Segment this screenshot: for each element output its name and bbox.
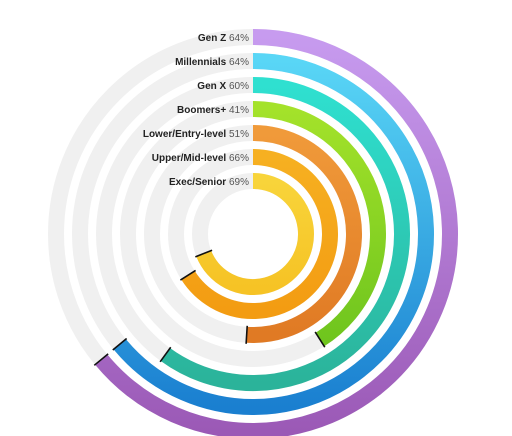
value-label: 66% bbox=[226, 153, 249, 164]
value-label: 64% bbox=[226, 57, 249, 68]
label-boomers: Boomers+ 41% bbox=[177, 105, 249, 116]
label-upper-mid-level: Upper/Mid-level 66% bbox=[152, 153, 249, 164]
category-label: Millennials bbox=[175, 57, 227, 68]
bar-lower-entry-level[interactable] bbox=[246, 125, 363, 343]
label-lower-entry-level: Lower/Entry-level 51% bbox=[143, 129, 249, 140]
bar-end-tick-gen-x bbox=[159, 346, 172, 363]
bar-end-tick-boomers bbox=[314, 331, 326, 348]
bar-millennials[interactable] bbox=[113, 53, 434, 415]
bar-end-tick-millennials bbox=[112, 337, 128, 351]
category-label: Exec/Senior bbox=[169, 177, 226, 188]
bar-upper-mid-level[interactable] bbox=[181, 149, 338, 319]
category-label: Boomers+ bbox=[177, 105, 226, 116]
value-label: 69% bbox=[226, 177, 249, 188]
bar-boomers[interactable] bbox=[252, 101, 386, 347]
category-label: Gen X bbox=[197, 81, 226, 92]
label-exec-senior: Exec/Senior 69% bbox=[169, 177, 249, 188]
value-label: 51% bbox=[226, 129, 249, 140]
value-label: 41% bbox=[226, 105, 249, 116]
bar-end-tick-upper-mid-level bbox=[179, 269, 197, 281]
bar-gen-z[interactable] bbox=[95, 29, 458, 436]
value-label: 60% bbox=[226, 81, 249, 92]
label-millennials: Millennials 64% bbox=[175, 57, 249, 68]
label-gen-x: Gen X 60% bbox=[197, 81, 249, 92]
bar-end-tick-gen-z bbox=[93, 353, 109, 366]
bar-gen-x[interactable] bbox=[160, 77, 410, 391]
category-label: Lower/Entry-level bbox=[143, 129, 227, 140]
label-gen-z: Gen Z 64% bbox=[198, 33, 249, 44]
bar-end-tick-lower-entry-level bbox=[245, 325, 249, 344]
category-label: Upper/Mid-level bbox=[152, 153, 227, 164]
bar-exec-senior[interactable] bbox=[196, 173, 314, 295]
bar-end-tick-exec-senior bbox=[195, 249, 213, 258]
value-label: 64% bbox=[226, 33, 249, 44]
category-label: Gen Z bbox=[198, 33, 226, 44]
